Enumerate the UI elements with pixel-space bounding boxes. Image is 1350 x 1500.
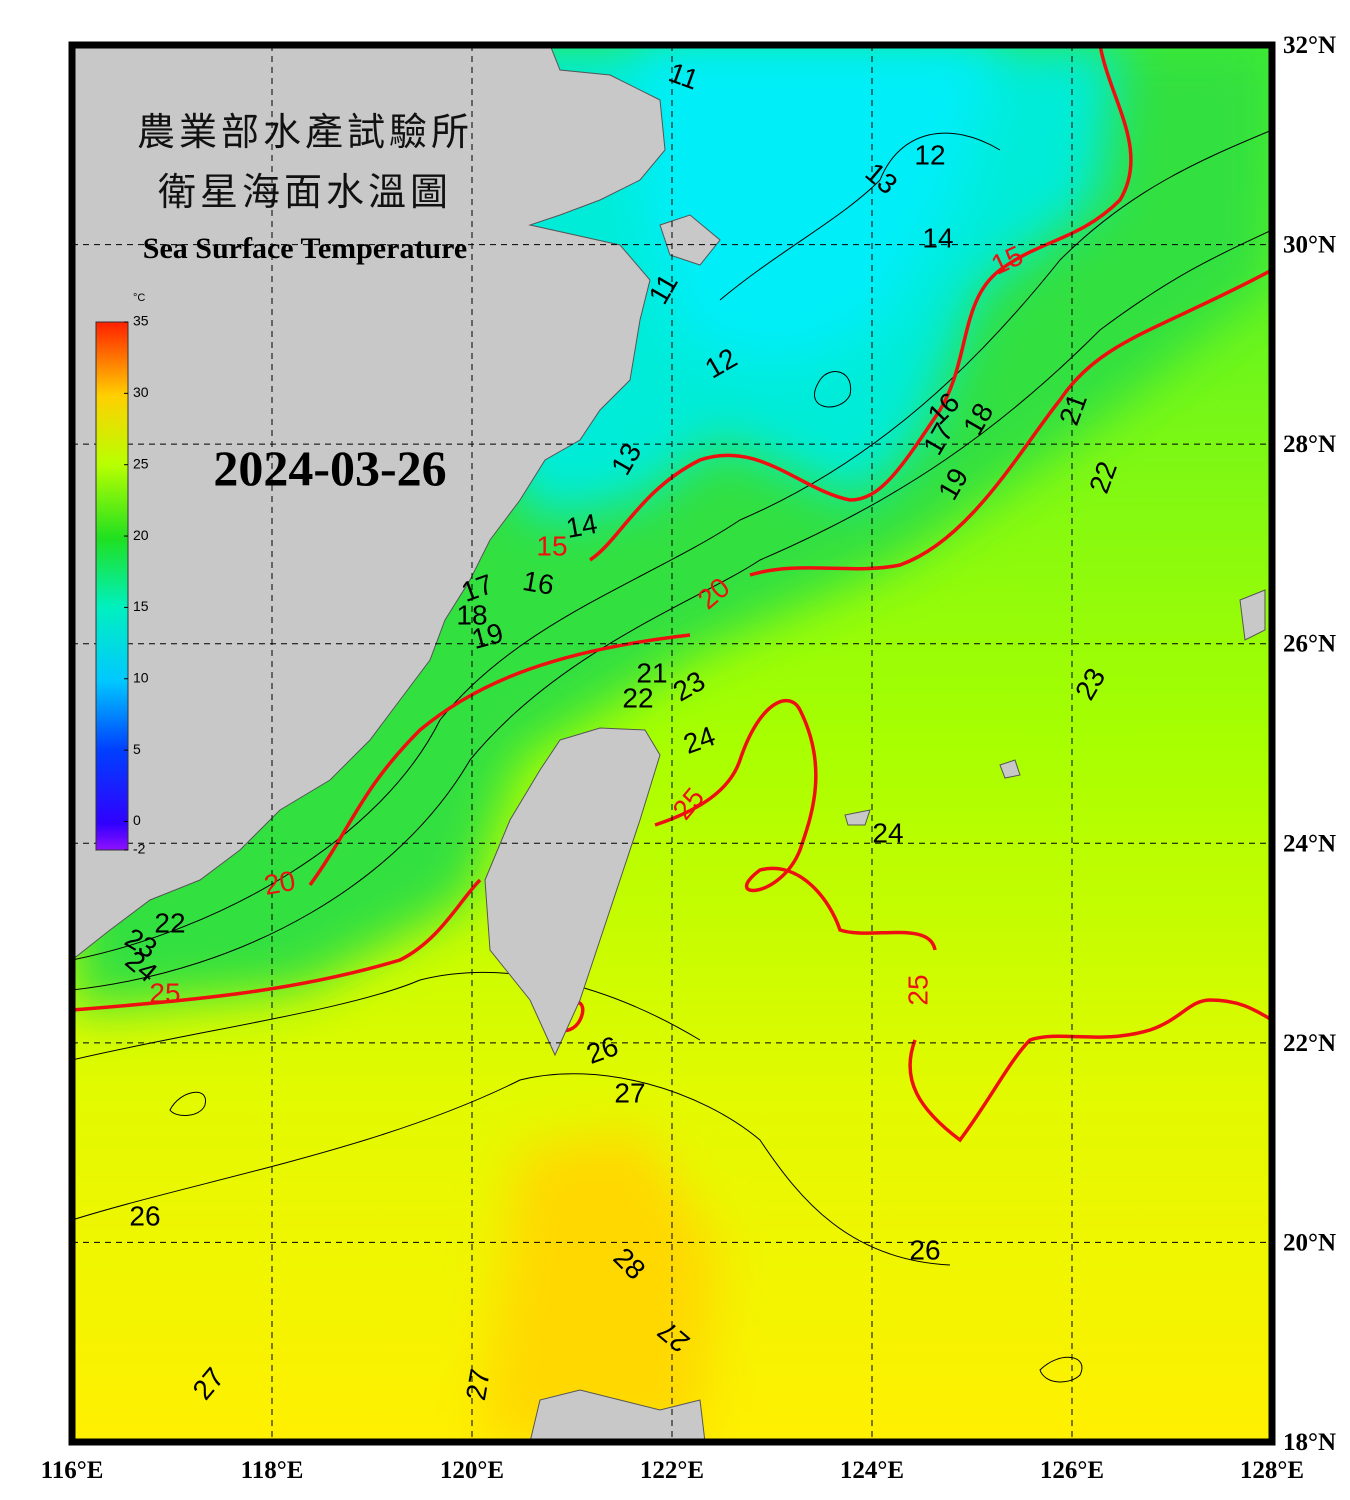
major-contour-label: 25 bbox=[902, 974, 933, 1005]
cold-core bbox=[640, 45, 1000, 370]
contour-label: 27 bbox=[614, 1077, 645, 1108]
lon-label: 116°E bbox=[41, 1457, 104, 1484]
colorbar-tick-label: 30 bbox=[133, 384, 149, 400]
mainland-china bbox=[72, 45, 666, 961]
lat-label: 18°N bbox=[1283, 1429, 1336, 1456]
contour-label: 16 bbox=[520, 565, 556, 601]
lat-label: 22°N bbox=[1283, 1030, 1336, 1057]
zhoushan bbox=[659, 214, 721, 266]
colorbar-tick-label: 35 bbox=[133, 313, 149, 329]
contour-label: 27 bbox=[460, 1367, 496, 1403]
kyushu-islands bbox=[1239, 589, 1266, 641]
colorbar-scale bbox=[95, 321, 129, 851]
title-map: 衛星海面水溫圖 bbox=[158, 170, 452, 214]
warm-core bbox=[480, 1130, 720, 1442]
contour-label: 24 bbox=[872, 817, 903, 848]
title-en: Sea Surface Temperature bbox=[143, 232, 467, 265]
major-contour-label: 25 bbox=[149, 977, 180, 1008]
contour-label: 21 bbox=[636, 657, 667, 688]
land bbox=[72, 45, 1266, 1442]
isotherms-thin bbox=[72, 129, 1272, 1383]
colorbar-unit: °C bbox=[133, 292, 145, 304]
taiwan bbox=[484, 727, 661, 1057]
lon-label: 124°E bbox=[840, 1457, 904, 1484]
contour-label: 22 bbox=[622, 682, 653, 713]
lon-label: 118°E bbox=[241, 1457, 304, 1484]
ryukyu-island bbox=[999, 759, 1021, 779]
map-frame bbox=[68, 41, 1276, 1446]
lat-label: 24°N bbox=[1283, 830, 1336, 857]
major-contour-label: 15 bbox=[536, 530, 567, 561]
lon-label: 122°E bbox=[640, 1457, 704, 1484]
lon-label: 128°E bbox=[1240, 1457, 1304, 1484]
colorbar-tick-label: 15 bbox=[133, 598, 149, 614]
lat-label: 28°N bbox=[1283, 431, 1336, 458]
colorbar-tick-label: 0 bbox=[133, 812, 141, 828]
map-date: 2024-03-26 bbox=[213, 440, 446, 496]
contour-label: 26 bbox=[129, 1200, 160, 1231]
isotherms-major bbox=[72, 45, 1272, 1143]
colorbar-tick-label: 10 bbox=[133, 669, 149, 685]
colorbar-tick-label: 25 bbox=[133, 455, 149, 471]
lat-label: 26°N bbox=[1283, 631, 1336, 658]
contour-label: 14 bbox=[564, 508, 600, 544]
contour-label: 14 bbox=[922, 222, 953, 253]
graticule bbox=[72, 45, 1272, 1442]
lat-label: 30°N bbox=[1283, 232, 1336, 259]
contour-label: 22 bbox=[154, 907, 185, 938]
contour-label: 18 bbox=[456, 599, 487, 630]
ryukyu-island bbox=[844, 809, 871, 826]
colorbar-tick-label: 5 bbox=[133, 741, 141, 757]
colorbar-tick-label: 20 bbox=[133, 527, 149, 543]
contour-label: 12 bbox=[914, 139, 945, 170]
colorbar: °C 35 30 25 20 15 10 5 0 -2 bbox=[95, 292, 149, 857]
major-contour-label: 20 bbox=[262, 865, 298, 901]
lat-label: 20°N bbox=[1283, 1229, 1336, 1256]
contour-label: 26 bbox=[909, 1234, 940, 1265]
lon-label: 126°E bbox=[1040, 1457, 1104, 1484]
lat-label: 32°N bbox=[1283, 32, 1336, 59]
lon-label: 120°E bbox=[440, 1457, 504, 1484]
colorbar-tick-label: -2 bbox=[133, 841, 146, 857]
title-agency: 農業部水產試驗所 bbox=[137, 110, 473, 154]
luzon bbox=[529, 1389, 706, 1442]
